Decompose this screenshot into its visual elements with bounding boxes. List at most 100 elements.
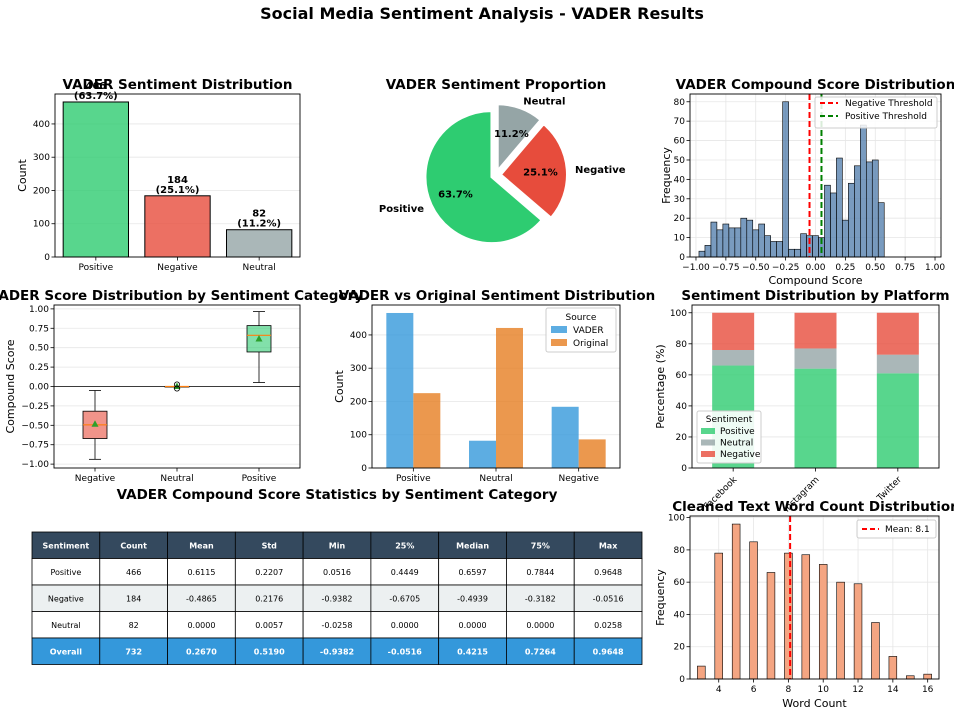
chart-title: VADER Sentiment Proportion [386, 77, 606, 93]
legend-swatch [551, 326, 567, 333]
histogram-bin [710, 221, 718, 258]
y-tick-label: 400 [33, 120, 50, 130]
word-count-bar [714, 552, 723, 680]
sentiment-distribution-chart: 0 100 200 300 400 466(63.7%) Positive 184(25.1%… [16, 77, 301, 273]
y-tick-label: −0.25 [21, 402, 49, 412]
table-title: VADER Compound Score Statistics by Senti… [117, 487, 558, 503]
bar-vader-neutral [469, 440, 496, 468]
legend-title: Sentiment [706, 415, 753, 425]
word-count-bar [697, 665, 706, 680]
pie-category-label: Positive [379, 204, 424, 215]
table-cell-value: 0.6115 [187, 568, 215, 577]
x-tick-label: 10 [817, 685, 829, 695]
table-cell-value: Positive [50, 568, 81, 577]
histogram-bin [782, 101, 789, 258]
pie-slice-positive [424, 110, 543, 245]
legend-swatch [701, 428, 715, 434]
x-tick-label: 0.00 [805, 263, 825, 273]
histogram-bin [865, 161, 873, 258]
table-cell-value: -0.9382 [322, 594, 353, 603]
axes-frame [691, 304, 940, 469]
stack-neutral-instagram [794, 348, 837, 369]
x-tick-label: 14 [887, 685, 899, 695]
table-cell-value: 0.0000 [526, 621, 554, 630]
y-tick-label: 0.75 [29, 324, 49, 334]
y-tick-label: 0.00 [29, 383, 49, 393]
table-cell-value: -0.4865 [186, 594, 217, 603]
table-header-label: Sentiment [43, 541, 90, 550]
table-cell [506, 584, 575, 612]
table-header-label: Min [329, 541, 346, 550]
x-tick-label: 16 [922, 685, 934, 695]
histogram-bin [716, 229, 724, 258]
y-tick-label: 200 [350, 397, 367, 407]
histogram-bin [860, 124, 867, 258]
x-tick-label: Positive [396, 474, 431, 484]
histogram-bin [764, 235, 771, 258]
bar-original-neutral [496, 327, 523, 468]
x-tick-label: Negative [157, 263, 198, 273]
y-tick-label: −1.00 [21, 460, 49, 470]
stack-negative-twitter [876, 312, 919, 355]
table-cell-value: 0.7844 [526, 568, 554, 577]
legend-swatch [701, 439, 715, 446]
table-cell-value: 0.9648 [594, 568, 622, 577]
histogram-bin [728, 227, 736, 258]
axes-frame [689, 93, 942, 258]
y-tick-label: 0.50 [29, 344, 49, 354]
word-count-bar [749, 541, 758, 680]
x-tick-label: 0.50 [865, 263, 885, 273]
pie-percent-label: 63.7% [438, 190, 473, 201]
bar-neutral [226, 229, 293, 258]
table-header-cell [31, 531, 101, 559]
bar-percent-label: (25.1%) [156, 185, 200, 196]
table-header-label: Median [456, 541, 489, 550]
table-cell-value: 0.0258 [594, 621, 622, 630]
y-tick-label: 0 [681, 464, 687, 474]
y-tick-label: 40 [674, 610, 686, 620]
legend-swatch [551, 339, 567, 346]
table-cell-value: 0.7264 [525, 647, 556, 656]
table-cell-value: Neutral [51, 621, 81, 630]
histogram-bin [722, 223, 730, 258]
histogram-bin [830, 192, 837, 258]
word-count-bar [766, 572, 776, 680]
legend-label: Negative Threshold [845, 99, 933, 109]
bar-positive [62, 101, 130, 258]
stack-neutral-twitter [876, 354, 919, 374]
table-cell-value: 0.2176 [255, 594, 283, 603]
chart-title: Sentiment Distribution by Platform [681, 288, 949, 304]
table-cell-value: 184 [126, 594, 141, 603]
table-cell-value: 466 [126, 568, 141, 577]
legend-label: VADER [573, 326, 604, 336]
y-tick-label: 0.25 [29, 363, 49, 373]
table-cell [99, 611, 168, 639]
x-tick-label: −0.75 [712, 263, 740, 273]
y-tick-label: 40 [674, 175, 686, 185]
y-axis-label: Count [16, 158, 29, 191]
figure-title: Social Media Sentiment Analysis - VADER … [260, 4, 704, 23]
table-cell [370, 637, 440, 665]
table-cell-value: 0.5190 [254, 647, 285, 656]
y-tick-label: 100 [350, 431, 367, 441]
x-tick-label: Negative [558, 474, 599, 484]
x-tick-label: 4 [716, 685, 722, 695]
word-count-histogram: 0 20 40 60 80 100 4 6 8 10 12 14 16 Mean: 8.1 Frequenc… [654, 499, 954, 710]
y-tick-label: 40 [676, 402, 688, 412]
y-tick-label: 30 [674, 195, 686, 205]
table-header-cell [167, 531, 236, 559]
x-tick-label: Negative [75, 474, 116, 484]
legend-swatch [701, 451, 715, 457]
histogram-bin [824, 184, 831, 258]
y-tick-label: 80 [674, 98, 686, 108]
table-cell-value: 0.6597 [459, 568, 487, 577]
table-cell-value: -0.4939 [457, 594, 488, 603]
y-tick-label: 300 [33, 153, 50, 163]
table-cell [438, 637, 507, 665]
y-tick-label: −0.75 [21, 441, 49, 451]
x-tick-label: Positive [242, 474, 277, 484]
histogram-bin [848, 182, 855, 258]
table-cell [506, 637, 575, 665]
table-cell-value: 0.4449 [391, 568, 419, 577]
